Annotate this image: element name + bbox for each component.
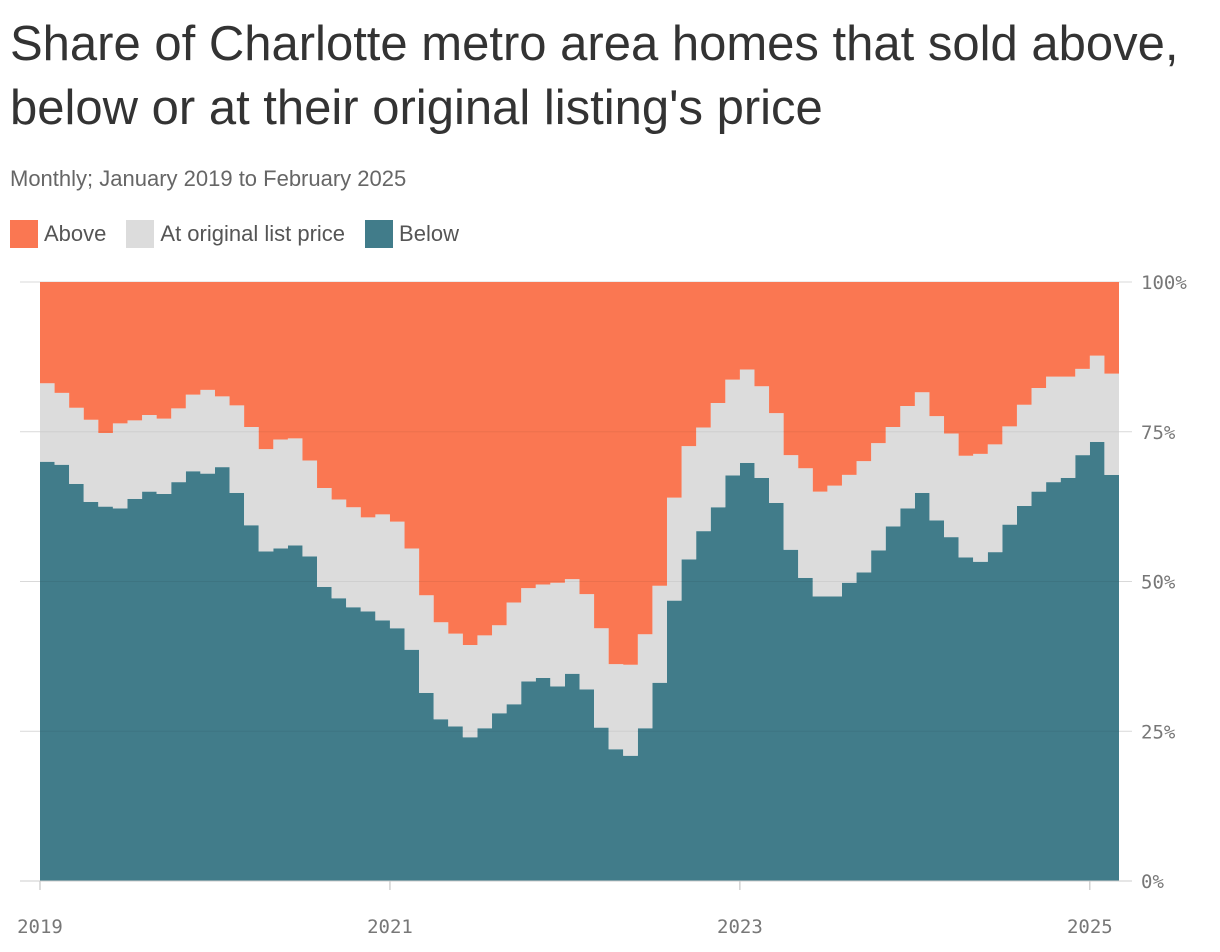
x-tick-label: 2023 [717, 916, 763, 938]
legend: Above At original list price Below [10, 220, 479, 248]
y-tick-label: 50% [1141, 572, 1176, 594]
y-tick-label: 100% [1141, 272, 1187, 294]
x-tick-label: 2025 [1067, 916, 1113, 938]
area-above [40, 282, 1119, 665]
y-tick-label: 25% [1141, 721, 1176, 743]
x-tick-label: 2019 [17, 916, 63, 938]
legend-item-above: Above [10, 220, 106, 248]
y-tick-label: 75% [1141, 422, 1176, 444]
legend-label-above: Above [44, 221, 107, 246]
y-tick-label: 0% [1141, 871, 1164, 893]
chart-subtitle: Monthly; January 2019 to February 2025 [10, 166, 407, 191]
area-below [40, 441, 1119, 881]
legend-label-below: Below [399, 221, 459, 246]
legend-item-at-list-price: At original list price [126, 220, 345, 248]
legend-item-below: Below [365, 220, 459, 248]
legend-swatch-at-list-price [126, 220, 155, 248]
x-tick-label: 2021 [367, 916, 413, 938]
y-axis-ticks: 0% 25% 50% 75% 100% [1141, 272, 1187, 893]
legend-swatch-above [10, 220, 38, 248]
legend-label-at-list-price: At original list price [160, 221, 346, 246]
chart-areas [40, 282, 1119, 881]
x-axis-ticks: 2019 2021 2023 2025 [17, 880, 1132, 938]
area-at-original-list-price [40, 355, 1119, 756]
legend-swatch-below [365, 220, 394, 248]
chart-title: Share of Charlotte metro area homes that… [10, 17, 1179, 135]
